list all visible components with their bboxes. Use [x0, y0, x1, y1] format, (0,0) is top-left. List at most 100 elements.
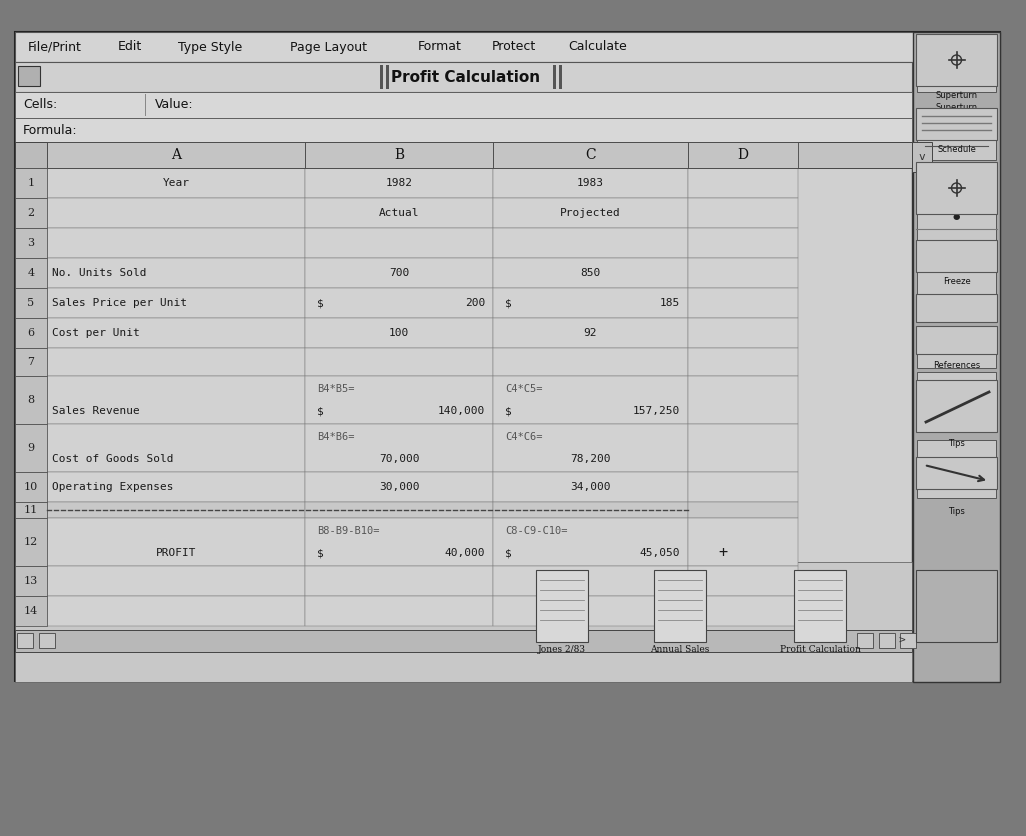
Bar — [913, 32, 1000, 682]
Bar — [553, 65, 556, 89]
Bar — [494, 258, 688, 288]
Bar — [305, 472, 494, 502]
Text: Type Style: Type Style — [177, 40, 242, 54]
Bar — [15, 168, 47, 198]
Text: 1982: 1982 — [386, 178, 412, 188]
Bar — [305, 228, 494, 258]
Text: Schedule: Schedule — [937, 145, 976, 155]
Text: 45,050: 45,050 — [639, 548, 680, 558]
Text: 140,000: 140,000 — [438, 406, 485, 416]
Bar — [15, 502, 47, 518]
Bar — [0, 682, 1026, 836]
Bar — [15, 228, 47, 258]
Bar — [916, 380, 997, 432]
Text: Format: Format — [418, 40, 462, 54]
Text: 1983: 1983 — [577, 178, 604, 188]
Text: 11: 11 — [24, 505, 38, 515]
Text: 13: 13 — [24, 576, 38, 586]
Bar — [494, 518, 688, 566]
Bar — [15, 472, 47, 502]
Bar — [39, 633, 55, 648]
Text: >: > — [898, 636, 905, 646]
Bar — [47, 348, 305, 376]
Text: Superturn: Superturn — [936, 91, 978, 100]
Bar — [305, 168, 494, 198]
Bar — [559, 65, 562, 89]
Bar — [494, 566, 688, 596]
Bar — [305, 566, 494, 596]
Text: Annual Sales: Annual Sales — [650, 645, 710, 655]
Bar — [15, 424, 47, 472]
Bar — [916, 294, 997, 322]
Bar — [47, 228, 305, 258]
Text: 14: 14 — [24, 606, 38, 616]
Bar — [47, 198, 305, 228]
Bar — [47, 518, 305, 566]
Bar — [494, 596, 688, 626]
Text: |: | — [958, 46, 964, 57]
Bar — [47, 318, 305, 348]
Text: Jones 2/83: Jones 2/83 — [538, 645, 586, 655]
Text: Freeze: Freeze — [943, 309, 971, 319]
Bar — [15, 348, 47, 376]
Bar — [688, 288, 798, 318]
Bar — [15, 62, 912, 92]
Bar — [47, 258, 305, 288]
Bar — [305, 198, 494, 228]
Text: 12: 12 — [24, 537, 38, 547]
Bar — [15, 376, 47, 424]
Text: Schedule: Schedule — [937, 171, 976, 180]
Text: D: D — [738, 148, 749, 162]
Bar — [916, 162, 997, 214]
Bar — [15, 258, 47, 288]
Text: B: B — [394, 148, 404, 162]
Bar — [15, 32, 1000, 682]
Text: 10: 10 — [24, 482, 38, 492]
Bar — [305, 518, 494, 566]
Text: 850: 850 — [581, 268, 600, 278]
Bar — [15, 566, 47, 596]
Bar — [916, 108, 997, 140]
Text: 70,000: 70,000 — [379, 454, 420, 464]
Bar — [494, 168, 688, 198]
Bar — [917, 262, 996, 300]
Bar — [688, 502, 798, 518]
Text: 9: 9 — [28, 443, 35, 453]
Bar — [688, 518, 798, 566]
Text: No. Units Sold: No. Units Sold — [52, 268, 147, 278]
Text: C4*C5=: C4*C5= — [505, 384, 543, 394]
Bar — [15, 630, 912, 652]
Bar — [305, 348, 494, 376]
Bar — [305, 142, 494, 168]
Text: Value:: Value: — [155, 99, 194, 111]
Bar — [900, 633, 916, 648]
Bar — [380, 65, 383, 89]
Bar — [15, 142, 912, 168]
Bar — [47, 168, 305, 198]
Bar — [494, 228, 688, 258]
Bar — [305, 258, 494, 288]
Text: 200: 200 — [465, 298, 485, 308]
Bar — [688, 472, 798, 502]
Text: 6: 6 — [28, 328, 35, 338]
Text: Cost per Unit: Cost per Unit — [52, 328, 140, 338]
Bar — [15, 288, 47, 318]
Bar — [917, 330, 996, 368]
Bar — [536, 570, 588, 642]
Text: Calculate: Calculate — [568, 40, 627, 54]
Text: Tips: Tips — [948, 507, 964, 517]
Text: C8-C9-C10=: C8-C9-C10= — [505, 526, 567, 536]
Text: 700: 700 — [389, 268, 409, 278]
Bar — [305, 288, 494, 318]
Text: References: References — [933, 361, 980, 370]
Bar — [47, 566, 305, 596]
Bar — [794, 570, 846, 642]
Text: •: • — [950, 209, 963, 229]
Bar — [305, 376, 494, 424]
Text: 5: 5 — [28, 298, 35, 308]
Text: 40,000: 40,000 — [444, 548, 485, 558]
Bar — [18, 66, 40, 86]
Bar — [47, 472, 305, 502]
Text: C4*C6=: C4*C6= — [505, 432, 543, 442]
Text: 2: 2 — [28, 208, 35, 218]
